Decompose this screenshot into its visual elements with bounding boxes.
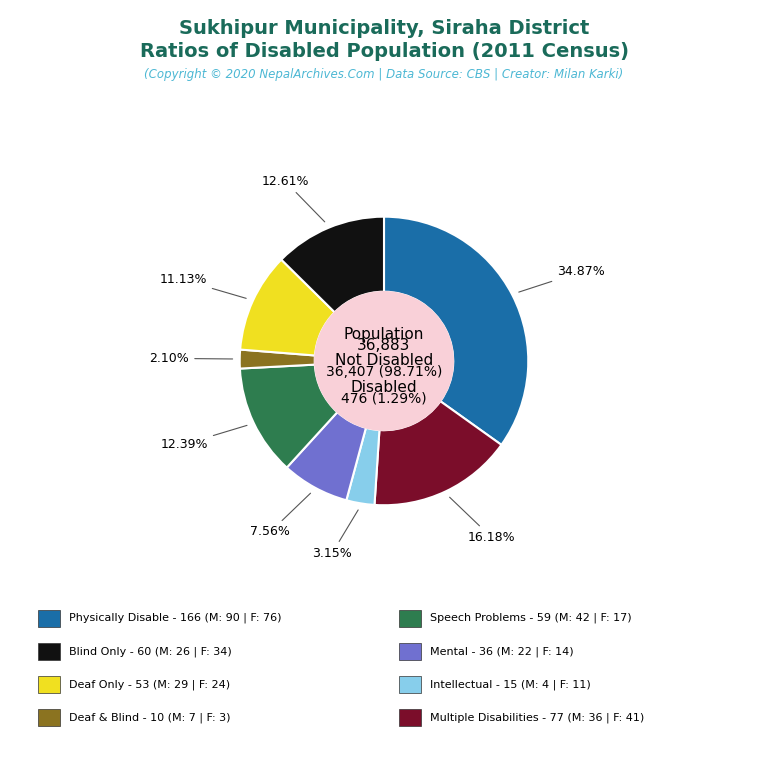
Text: 34.87%: 34.87% [519,265,605,292]
Wedge shape [375,401,502,505]
Wedge shape [384,217,528,445]
Text: Mental - 36 (M: 22 | F: 14): Mental - 36 (M: 22 | F: 14) [430,646,574,657]
Text: 12.61%: 12.61% [261,175,325,222]
Text: 3.15%: 3.15% [313,510,358,560]
Wedge shape [281,217,384,313]
Text: 2.10%: 2.10% [150,352,233,365]
Text: Not Disabled: Not Disabled [335,353,433,369]
Circle shape [315,292,453,430]
Text: 16.18%: 16.18% [449,497,515,544]
Wedge shape [240,349,315,369]
Text: 36,883: 36,883 [357,338,411,353]
Text: Ratios of Disabled Population (2011 Census): Ratios of Disabled Population (2011 Cens… [140,42,628,61]
Text: Physically Disable - 166 (M: 90 | F: 76): Physically Disable - 166 (M: 90 | F: 76) [69,613,282,624]
Text: 12.39%: 12.39% [161,425,247,451]
Text: Sukhipur Municipality, Siraha District: Sukhipur Municipality, Siraha District [179,19,589,38]
Text: 476 (1.29%): 476 (1.29%) [341,392,427,406]
Text: 11.13%: 11.13% [159,273,247,298]
Wedge shape [240,260,335,356]
Text: Multiple Disabilities - 77 (M: 36 | F: 41): Multiple Disabilities - 77 (M: 36 | F: 4… [430,712,644,723]
Text: Disabled: Disabled [351,380,417,396]
Text: Deaf Only - 53 (M: 29 | F: 24): Deaf Only - 53 (M: 29 | F: 24) [69,679,230,690]
Text: 7.56%: 7.56% [250,493,310,538]
Text: Blind Only - 60 (M: 26 | F: 34): Blind Only - 60 (M: 26 | F: 34) [69,646,232,657]
Text: Intellectual - 15 (M: 4 | F: 11): Intellectual - 15 (M: 4 | F: 11) [430,679,591,690]
Text: Population: Population [344,326,424,342]
Wedge shape [346,428,379,505]
Wedge shape [286,412,366,500]
Text: 36,407 (98.71%): 36,407 (98.71%) [326,365,442,379]
Text: Speech Problems - 59 (M: 42 | F: 17): Speech Problems - 59 (M: 42 | F: 17) [430,613,632,624]
Wedge shape [240,365,337,468]
Text: Deaf & Blind - 10 (M: 7 | F: 3): Deaf & Blind - 10 (M: 7 | F: 3) [69,712,230,723]
Text: (Copyright © 2020 NepalArchives.Com | Data Source: CBS | Creator: Milan Karki): (Copyright © 2020 NepalArchives.Com | Da… [144,68,624,81]
